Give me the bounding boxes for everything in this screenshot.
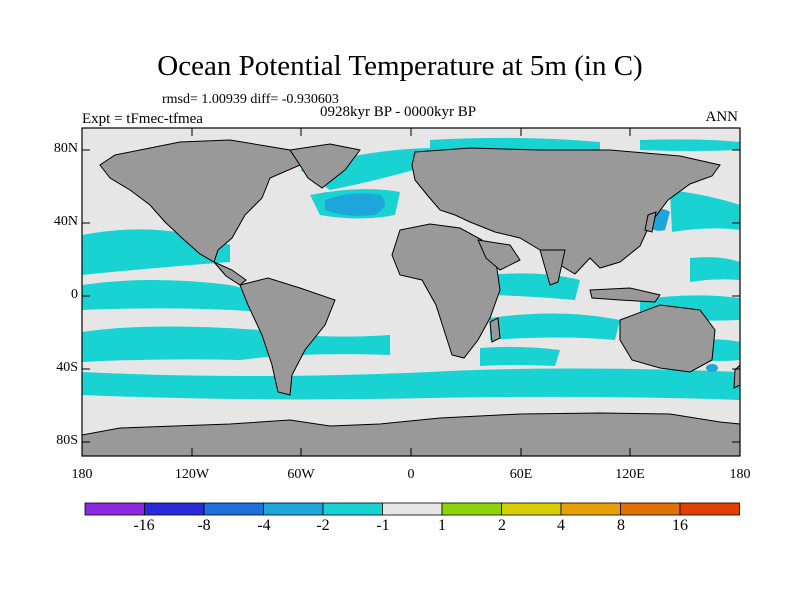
x-tick-120e: 120E bbox=[615, 467, 645, 482]
colorbar-label: -4 bbox=[257, 517, 271, 534]
y-tick-40s: 40S bbox=[56, 360, 78, 375]
stats-line: rmsd= 1.00939 diff= -0.930603 bbox=[162, 92, 339, 107]
land-layer bbox=[81, 139, 741, 457]
greenland bbox=[289, 143, 361, 189]
x-tick-180e: 180 bbox=[729, 467, 751, 482]
y-tick-80n: 80N bbox=[53, 141, 78, 156]
colorbar-swatch bbox=[203, 502, 264, 516]
colorbar-label: -1 bbox=[376, 517, 390, 534]
madagascar bbox=[489, 317, 501, 343]
x-tick-180w: 180 bbox=[71, 467, 93, 482]
colorbar-label: 8 bbox=[617, 517, 625, 534]
colorbar-swatch bbox=[620, 502, 681, 516]
x-tick-60w: 60W bbox=[287, 467, 315, 482]
colorbar bbox=[84, 502, 740, 516]
colorbar-label: 16 bbox=[672, 517, 688, 534]
colorbar-swatch bbox=[382, 502, 443, 516]
colorbar-label: -2 bbox=[316, 517, 330, 534]
period-label: 0928kyr BP - 0000kyr BP bbox=[320, 104, 477, 120]
colorbar-swatch bbox=[501, 502, 562, 516]
map-title: Ocean Potential Temperature at 5m (in C) bbox=[157, 50, 643, 82]
colorbar-label: -16 bbox=[133, 517, 155, 534]
y-tick-80s: 80S bbox=[56, 433, 78, 448]
colorbar-swatch bbox=[263, 502, 324, 516]
colorbar-swatch bbox=[679, 502, 740, 516]
colorbar-swatch bbox=[560, 502, 621, 516]
colorbar-label: 2 bbox=[498, 517, 506, 534]
colorbar-label: -8 bbox=[197, 517, 211, 534]
x-tick-120w: 120W bbox=[174, 467, 210, 482]
x-tick-0: 0 bbox=[407, 467, 415, 482]
indonesia bbox=[589, 287, 661, 303]
experiment-label: Expt = tFmec-tfmea bbox=[82, 111, 203, 127]
axis-ticks bbox=[81, 128, 741, 456]
y-tick-0: 0 bbox=[71, 287, 78, 302]
y-tick-40n: 40N bbox=[53, 214, 78, 229]
india bbox=[539, 249, 566, 286]
x-tick-60e: 60E bbox=[509, 467, 533, 482]
arabia bbox=[477, 239, 521, 271]
colorbar-label: 4 bbox=[557, 517, 565, 534]
africa bbox=[391, 223, 501, 359]
season-label: ANN bbox=[705, 109, 739, 125]
eurasia bbox=[411, 147, 721, 275]
south-america bbox=[239, 277, 336, 396]
colorbar-swatch bbox=[144, 502, 205, 516]
colorbar-swatch bbox=[322, 502, 383, 516]
japan bbox=[644, 211, 657, 233]
australia bbox=[619, 304, 716, 373]
colorbar-swatch bbox=[441, 502, 502, 516]
central-america bbox=[213, 261, 247, 286]
colorbar-label: 1 bbox=[438, 517, 446, 534]
colorbar-swatch bbox=[84, 502, 145, 516]
